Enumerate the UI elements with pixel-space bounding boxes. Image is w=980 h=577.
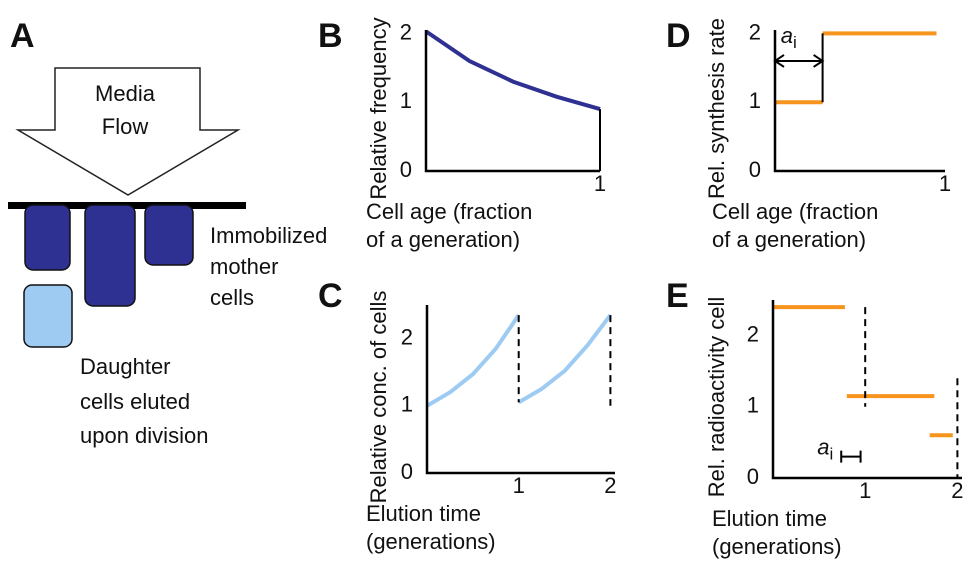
daughter-cell [23, 284, 73, 348]
x-tick-label: 1 [513, 473, 525, 498]
span-bar [840, 450, 862, 463]
axes [424, 30, 600, 173]
panel-label: E [666, 277, 689, 315]
panel-label: C [318, 277, 343, 315]
panel-label: D [666, 17, 691, 55]
x-axis-label: Cell age (fraction [366, 199, 532, 224]
data-line [773, 305, 953, 438]
arrow-text: Flow [102, 114, 149, 139]
mother-cell [144, 204, 194, 266]
mother-cell [24, 204, 71, 271]
x-axis-label: (generations) [366, 529, 496, 554]
daughter-text: cells eluted [80, 389, 190, 414]
y-tick-label: 0 [400, 157, 412, 182]
y-tick-label: 0 [401, 459, 413, 484]
y-axis-label: Relative conc. of cells [366, 291, 391, 504]
daughter-text: upon division [80, 423, 208, 448]
y-axis-label: Relative frequency [366, 17, 391, 199]
axes [425, 305, 615, 475]
annotation: ai [781, 23, 797, 53]
x-axis-label: Elution time [712, 506, 827, 531]
daughter-text: Daughter [80, 354, 171, 379]
y-tick-label: 1 [400, 88, 412, 113]
y-tick-label: 1 [749, 88, 761, 113]
x-tick-label: 2 [951, 478, 963, 503]
annotation-subscript: i [829, 445, 833, 464]
panel-label: A [10, 17, 35, 55]
y-tick-label: 2 [400, 19, 412, 44]
span-arrow [773, 54, 825, 68]
data-line [517, 315, 612, 406]
x-axis-label: Elution time [366, 501, 481, 526]
x-axis-label: of a generation) [712, 227, 866, 252]
y-tick-label: 0 [749, 157, 761, 182]
annotation-subscript: i [793, 33, 797, 52]
y-tick-label: 1 [747, 393, 759, 418]
axes [771, 300, 962, 480]
mother-text: Immobilized [210, 223, 327, 248]
x-tick-label: 1 [859, 478, 871, 503]
annotation: ai [817, 434, 833, 464]
y-tick-label: 2 [401, 324, 413, 349]
data-line [425, 313, 612, 408]
mother-text: mother [210, 254, 278, 279]
y-tick-label: 1 [401, 392, 413, 417]
annotation-text: a [781, 23, 793, 48]
data-line [864, 307, 959, 478]
x-tick-label: 2 [604, 473, 616, 498]
y-axis-label: Rel. radioactivity cell [704, 297, 729, 498]
flow-arrow [15, 67, 241, 196]
data-line [775, 31, 937, 105]
annotation-text: a [817, 434, 829, 459]
x-axis-label: of a generation) [366, 227, 520, 252]
y-axis-label: Rel. synthesis rate [704, 18, 729, 199]
x-tick-label: 1 [594, 171, 606, 196]
axes [773, 30, 945, 173]
data-line [424, 29, 601, 112]
y-tick-label: 0 [747, 464, 759, 489]
mother-text: cells [210, 285, 254, 310]
y-tick-label: 2 [747, 321, 759, 346]
arrow-text: Media [95, 81, 156, 106]
mother-cell [84, 204, 136, 307]
x-tick-label: 1 [939, 171, 951, 196]
y-tick-label: 2 [749, 19, 761, 44]
x-axis-label: (generations) [712, 534, 842, 559]
panel-label: B [318, 17, 343, 55]
x-axis-label: Cell age (fraction [712, 199, 878, 224]
